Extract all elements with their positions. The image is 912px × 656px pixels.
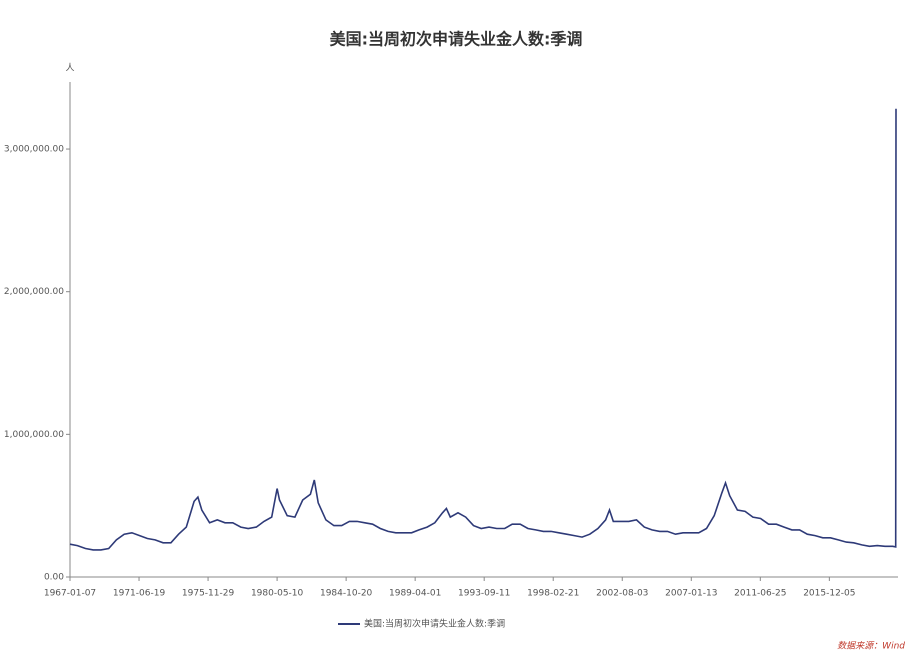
source: 数据来源：Wind (837, 641, 905, 652)
chart-title: 美国:当周初次申请失业金人数:季调 (330, 30, 583, 49)
y-tick-label: 2,000,000.00 (4, 287, 64, 297)
x-tick-label: 1993-09-11 (458, 589, 510, 599)
x-tick-label: 2007-01-13 (665, 589, 717, 599)
y-unit: 人 (65, 63, 74, 74)
x-tick-label: 2011-06-25 (734, 589, 786, 599)
x-tick-label: 2015-12-05 (803, 589, 855, 599)
x-tick-label: 1984-10-20 (320, 589, 373, 599)
legend-label: 美国:当周初次申请失业金人数:季调 (364, 618, 505, 630)
y-tick-label: 1,000,000.00 (4, 430, 64, 440)
y-tick-label: 0.00 (44, 573, 64, 583)
y-tick-label: 3,000,000.00 (4, 145, 64, 155)
line-series (69, 108, 897, 551)
x-tick-label: 1980-05-10 (251, 589, 304, 599)
x-tick-label: 1989-04-01 (389, 589, 441, 599)
x-tick-label: 1975-11-29 (182, 589, 235, 599)
x-tick-label: 1998-02-21 (527, 589, 579, 599)
x-tick-label: 1971-06-19 (113, 589, 166, 599)
x-tick-label: 2002-08-03 (596, 589, 648, 599)
x-tick-label: 1967-01-07 (44, 589, 96, 599)
